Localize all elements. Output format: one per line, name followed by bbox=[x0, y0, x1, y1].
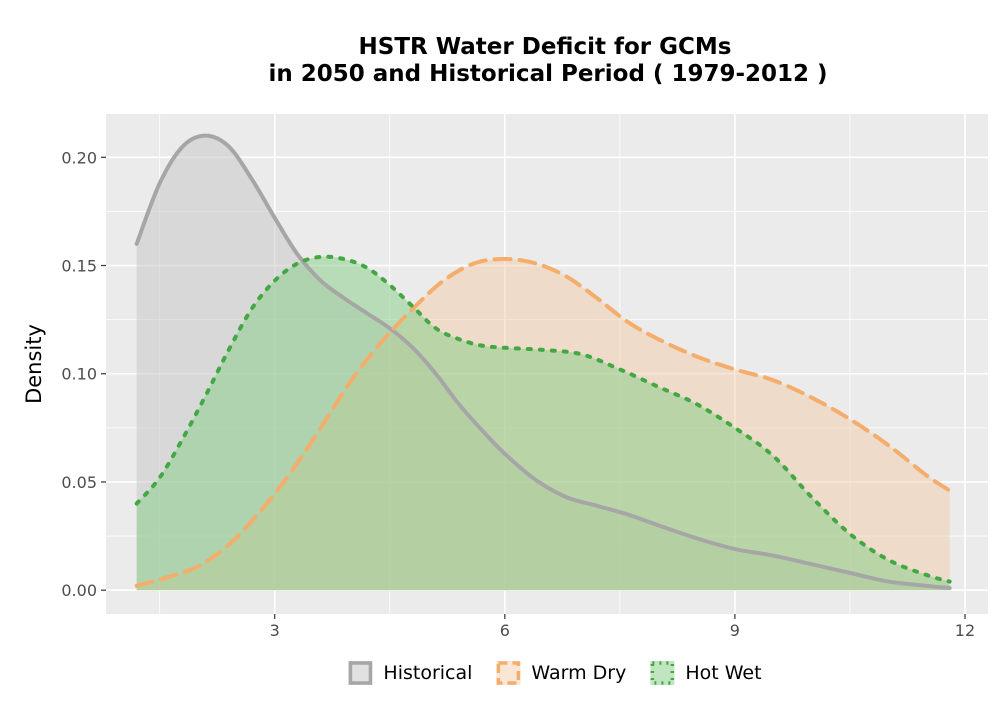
x-axis: 3 6 9 12 bbox=[270, 614, 975, 640]
density-line-1 bbox=[134, 257, 952, 588]
legend-label-1: Warm Dry bbox=[531, 662, 626, 684]
legend-key-fill-0 bbox=[348, 661, 373, 685]
legend-key-fill-2 bbox=[650, 661, 675, 685]
legend-label-0: Historical bbox=[383, 662, 472, 684]
legend-key-border-0 bbox=[348, 661, 373, 685]
legend-label-2: Hot Wet bbox=[685, 662, 761, 684]
density-areas bbox=[136, 135, 950, 591]
y-tick-label: 0.20 bbox=[61, 148, 97, 167]
legend: Historical Warm Dry Hot Wet bbox=[348, 661, 762, 685]
y-axis: 0.00 0.05 0.10 0.15 0.20 bbox=[61, 148, 106, 600]
x-tick-label: 9 bbox=[730, 621, 740, 640]
y-axis-title: Density bbox=[22, 324, 46, 404]
y-tick-label: 0.10 bbox=[61, 365, 97, 384]
density-area-2 bbox=[136, 256, 950, 591]
legend-key-border-1 bbox=[496, 661, 521, 685]
y-tick-label: 0.05 bbox=[61, 473, 97, 492]
y-tick-label: 0.00 bbox=[61, 581, 97, 600]
x-tick-label: 12 bbox=[955, 621, 975, 640]
density-line-2 bbox=[134, 254, 952, 584]
legend-key-fill-1 bbox=[496, 661, 521, 685]
x-tick-label: 3 bbox=[270, 621, 280, 640]
chart-title-line-2: in 2050 and Historical Period ( 1979-201… bbox=[268, 61, 827, 87]
x-tick-label: 6 bbox=[500, 621, 510, 640]
legend-key-border-2 bbox=[650, 661, 675, 685]
y-tick-label: 0.15 bbox=[61, 257, 97, 276]
density-lines bbox=[134, 133, 952, 591]
density-line-0 bbox=[134, 133, 952, 591]
chart-title-line-1: HSTR Water Deficit for GCMs bbox=[359, 34, 732, 60]
